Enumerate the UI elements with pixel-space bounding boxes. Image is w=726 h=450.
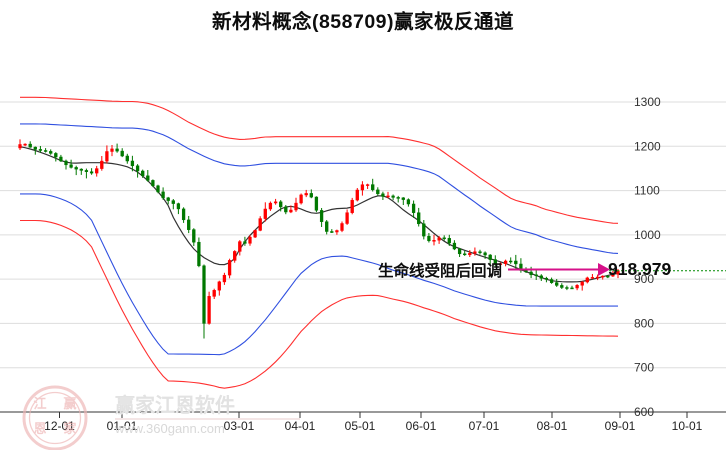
svg-text:03-01: 03-01 [224,419,255,433]
svg-text:1100: 1100 [634,184,660,198]
svg-text:江: 江 [33,396,46,411]
svg-text:06-01: 06-01 [406,419,437,433]
svg-text:1300: 1300 [634,95,661,109]
svg-text:09-01: 09-01 [605,419,636,433]
svg-text:赢: 赢 [63,396,76,411]
svg-text:10-01: 10-01 [672,419,703,433]
svg-text:赢家江恩软件: 赢家江恩软件 [115,393,235,417]
svg-text:1000: 1000 [634,228,661,242]
svg-text:家: 家 [63,421,77,436]
svg-text:900: 900 [634,272,654,286]
svg-text:05-01: 05-01 [345,419,376,433]
svg-text:生命线受阻后回调: 生命线受阻后回调 [378,261,502,280]
svg-text:04-01: 04-01 [285,419,316,433]
svg-text:1200: 1200 [634,139,661,153]
svg-text:恩: 恩 [33,421,46,436]
svg-text:08-01: 08-01 [537,419,568,433]
svg-text:www.360gann.com: www.360gann.com [114,421,225,436]
svg-text:07-01: 07-01 [469,419,500,433]
svg-text:700: 700 [634,361,654,375]
svg-text:800: 800 [634,316,654,330]
